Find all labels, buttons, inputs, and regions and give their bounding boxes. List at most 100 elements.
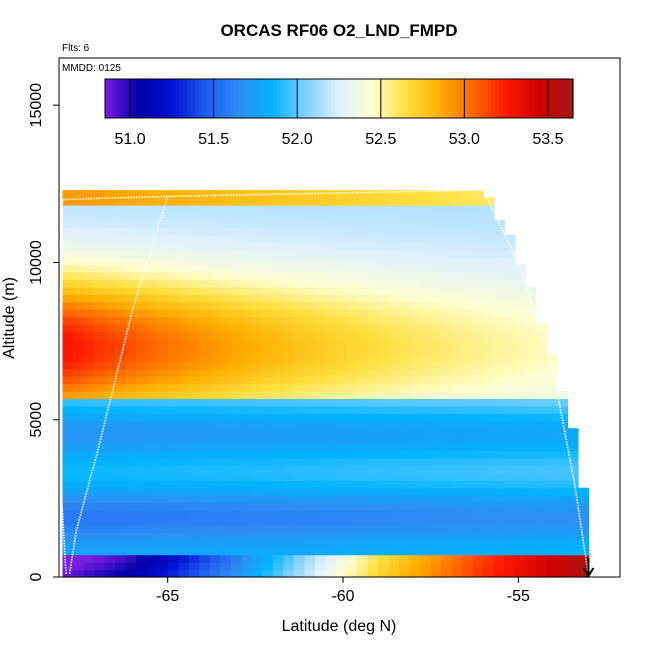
heatmap-cell — [357, 264, 369, 273]
heatmap-cell — [451, 457, 463, 466]
heatmap-cell — [251, 219, 263, 228]
heatmap-cell — [125, 532, 137, 541]
heatmap-cell — [367, 569, 379, 578]
heatmap-cell — [230, 428, 242, 437]
heatmap-cell — [83, 495, 95, 504]
heatmap-cell — [483, 487, 495, 496]
heatmap-cell — [94, 353, 106, 362]
heatmap-cell — [504, 294, 516, 303]
heatmap-cell — [283, 197, 295, 206]
heatmap-cell — [251, 413, 263, 422]
heatmap-cell — [251, 435, 263, 444]
heatmap-cell — [199, 227, 211, 236]
heatmap-cell — [493, 353, 505, 362]
heatmap-cell — [209, 353, 221, 362]
heatmap-cell — [367, 398, 379, 407]
heatmap-cell — [94, 502, 106, 511]
heatmap-cell — [251, 234, 263, 243]
heatmap-cell — [230, 271, 242, 280]
heatmap-cell — [94, 190, 106, 199]
heatmap-cell — [504, 547, 516, 556]
heatmap-cell — [325, 457, 337, 466]
heatmap-cell — [378, 562, 390, 571]
heatmap-cell — [420, 517, 432, 526]
heatmap-cell — [388, 562, 400, 571]
heatmap-cell — [220, 405, 232, 414]
heatmap-cell — [314, 390, 327, 400]
heatmap-cell — [430, 271, 442, 280]
colorbar-swatch — [315, 79, 321, 118]
heatmap-cell — [125, 517, 137, 526]
heatmap-cell — [115, 324, 127, 333]
heatmap-cell — [409, 390, 421, 400]
heatmap-cell — [314, 405, 327, 414]
heatmap-cell — [293, 450, 306, 459]
heatmap-cell — [441, 324, 453, 333]
heatmap-cell — [451, 539, 463, 548]
heatmap-cell — [493, 443, 505, 452]
heatmap-cell — [346, 383, 358, 392]
heatmap-cell — [283, 227, 295, 236]
heatmap-cell — [472, 257, 484, 266]
heatmap-cell — [399, 234, 411, 243]
heatmap-cell — [167, 539, 179, 548]
heatmap-cell — [125, 413, 137, 422]
heatmap-cell — [272, 331, 284, 340]
heatmap-cell — [525, 420, 537, 429]
heatmap-cell — [283, 487, 295, 496]
heatmap-cell — [115, 383, 127, 392]
heatmap-cell — [293, 316, 306, 325]
heatmap-cell — [220, 212, 232, 221]
heatmap-cell — [241, 547, 253, 556]
heatmap-cell — [125, 383, 137, 392]
heatmap-cell — [283, 420, 295, 429]
heatmap-cell — [73, 353, 85, 362]
heatmap-cell — [230, 279, 242, 288]
heatmap-cell — [188, 443, 200, 452]
heatmap-cell — [346, 361, 358, 370]
heatmap-cell — [525, 465, 537, 474]
heatmap-cell — [115, 190, 127, 199]
heatmap-cell — [73, 227, 85, 236]
heatmap-cell — [462, 510, 474, 519]
heatmap-cell — [146, 338, 158, 347]
heatmap-cell — [125, 249, 137, 258]
heatmap-cell — [525, 532, 537, 541]
heatmap-cell — [441, 435, 453, 444]
heatmap-cell — [556, 443, 569, 452]
heatmap-cell — [188, 480, 200, 489]
heatmap-cell — [62, 249, 74, 258]
heatmap-cell — [220, 286, 232, 295]
heatmap-cell — [567, 443, 579, 452]
heatmap-cell — [472, 376, 484, 385]
heatmap-cell — [514, 390, 526, 400]
heatmap-cell — [483, 450, 495, 459]
heatmap-cell — [62, 353, 74, 362]
heatmap-cell — [241, 405, 253, 414]
heatmap-cell — [115, 457, 127, 466]
heatmap-cell — [199, 443, 211, 452]
heatmap-cell — [251, 465, 263, 474]
heatmap-cell — [535, 554, 547, 563]
heatmap-cell — [399, 361, 411, 370]
heatmap-cell — [357, 524, 369, 533]
heatmap-cell — [388, 219, 400, 228]
heatmap-cell — [272, 346, 284, 355]
heatmap-cell — [335, 554, 348, 563]
heatmap-cell — [136, 286, 148, 295]
colorbar-swatch — [190, 79, 196, 118]
heatmap-cell — [136, 316, 148, 325]
heatmap-cell — [514, 279, 526, 288]
heatmap-cell — [472, 517, 484, 526]
heatmap-cell — [199, 465, 211, 474]
heatmap-cell — [136, 212, 148, 221]
heatmap-cell — [157, 249, 169, 258]
heatmap-cell — [167, 480, 179, 489]
heatmap-cell — [388, 480, 400, 489]
heatmap-cell — [409, 480, 421, 489]
heatmap-cell — [493, 569, 505, 578]
heatmap-cell — [251, 457, 263, 466]
heatmap-cell — [399, 257, 411, 266]
heatmap-cell — [314, 495, 327, 504]
